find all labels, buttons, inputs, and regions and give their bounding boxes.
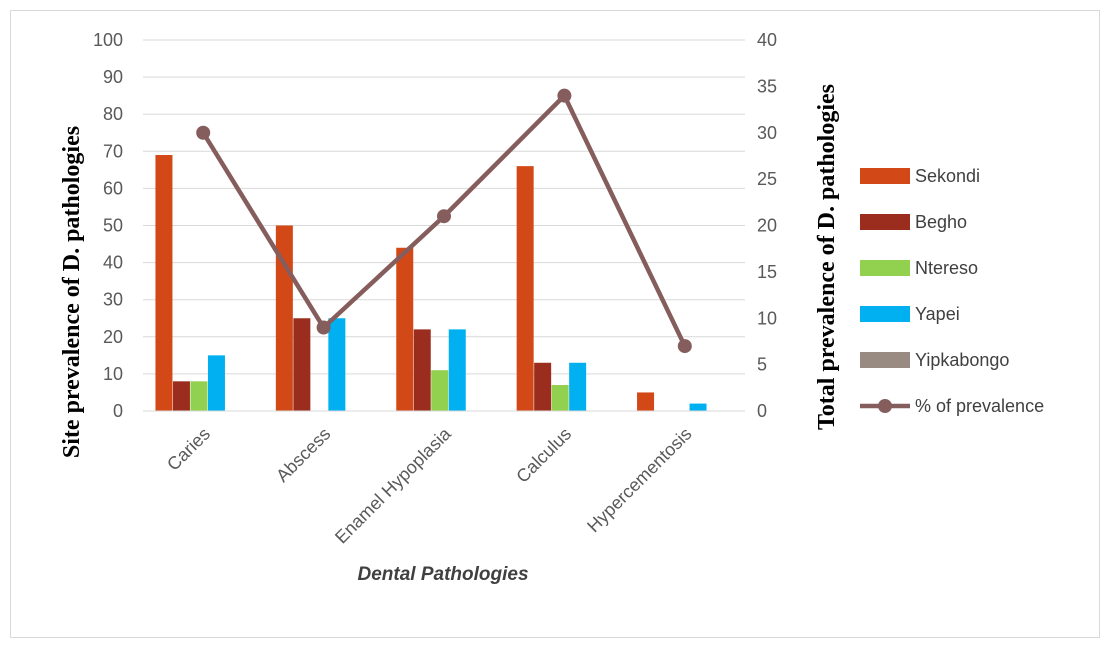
- legend-label: % of prevalence: [915, 396, 1044, 416]
- bar-sekondi-caries: [155, 155, 173, 411]
- prevalence-point-hypercementosis: [677, 339, 692, 354]
- legend-swatch-sekondi: [860, 168, 910, 184]
- bar-ntereso-enamel-hypoplasia: [431, 370, 449, 411]
- legend-swatch-yipkabongo: [860, 352, 910, 368]
- bar-begho-enamel-hypoplasia: [413, 329, 431, 411]
- x-axis-title: Dental Pathologies: [357, 564, 528, 585]
- legend: Sekondi Begho Ntereso Yapei Yipkabongo % of p…: [860, 166, 1044, 416]
- y-axis-title: Site prevalence of D. pathologies: [59, 126, 85, 458]
- y2-tick-label: 0: [757, 401, 767, 421]
- bar-begho-calculus: [534, 362, 552, 411]
- y-tick-label: 60: [103, 178, 123, 198]
- y2-tick-label: 20: [757, 216, 777, 236]
- prevalence-point-calculus: [557, 88, 572, 103]
- prevalence-point-abscess: [316, 320, 331, 335]
- x-tick-label: Calculus: [512, 424, 575, 487]
- legend-label: Yipkabongo: [915, 350, 1009, 370]
- legend-swatch-begho: [860, 214, 910, 230]
- x-tick-label: Enamel Hypoplasia: [331, 423, 456, 548]
- legend-label: Sekondi: [915, 166, 980, 186]
- bar-sekondi-enamel-hypoplasia: [396, 247, 414, 411]
- prevalence-point-caries: [196, 125, 211, 140]
- bar-ntereso-calculus: [551, 385, 569, 411]
- legend-swatch-ntereso: [860, 260, 910, 276]
- prevalence-point-enamel-hypoplasia: [437, 209, 451, 224]
- y-tick-label: 20: [103, 327, 123, 347]
- y2-axis-title: Total prevalence of D. pathologies: [814, 84, 840, 430]
- y2-tick-label: 35: [757, 76, 777, 96]
- bar-sekondi-hypercementosis: [637, 392, 655, 411]
- y-tick-label: 70: [103, 141, 123, 161]
- gridlines: [143, 39, 745, 375]
- bar-yapei-abscess: [328, 318, 346, 411]
- y2-tick-label: 25: [757, 169, 777, 189]
- legend-label: Yapei: [915, 304, 960, 324]
- y-tick-label: 90: [103, 67, 123, 87]
- bar-yapei-hypercementosis: [689, 403, 707, 411]
- y-tick-label: 0: [113, 401, 123, 421]
- prevalence-line: [196, 88, 692, 354]
- y-tick-label: 100: [93, 30, 123, 50]
- y2-tick-label: 30: [757, 123, 777, 143]
- y-tick-label: 30: [103, 290, 123, 310]
- legend-swatch-prevalence-marker: [878, 399, 892, 413]
- bar-yapei-enamel-hypoplasia: [448, 329, 466, 411]
- bar-begho-abscess: [293, 318, 311, 411]
- x-tick-label: Hypercementosis: [583, 424, 695, 536]
- bar-yapei-calculus: [569, 362, 587, 411]
- y-tick-label: 40: [103, 253, 123, 273]
- y-tick-label: 10: [103, 364, 123, 384]
- bar-begho-caries: [172, 381, 190, 411]
- bar-yapei-caries: [207, 355, 225, 411]
- x-tick-label: Caries: [163, 424, 214, 475]
- bar-sekondi-calculus: [516, 166, 534, 411]
- bar-ntereso-caries: [190, 381, 208, 411]
- y2-tick-label: 5: [757, 355, 767, 375]
- y-tick-label: 80: [103, 104, 123, 124]
- legend-swatch-yapei: [860, 306, 910, 322]
- y2-tick-label: 40: [757, 30, 777, 50]
- x-tick-label: Abscess: [272, 424, 334, 486]
- legend-label: Begho: [915, 212, 967, 232]
- legend-label: Ntereso: [915, 258, 978, 278]
- secondary-y-axis-ticks: 0 5 10 15 20 25 30 35 40: [757, 30, 777, 421]
- y-tick-label: 50: [103, 216, 123, 236]
- y2-tick-label: 10: [757, 308, 777, 328]
- y2-tick-label: 15: [757, 262, 777, 282]
- primary-y-axis-ticks: 0 10 20 30 40 50 60 70 80 90 100: [93, 30, 123, 421]
